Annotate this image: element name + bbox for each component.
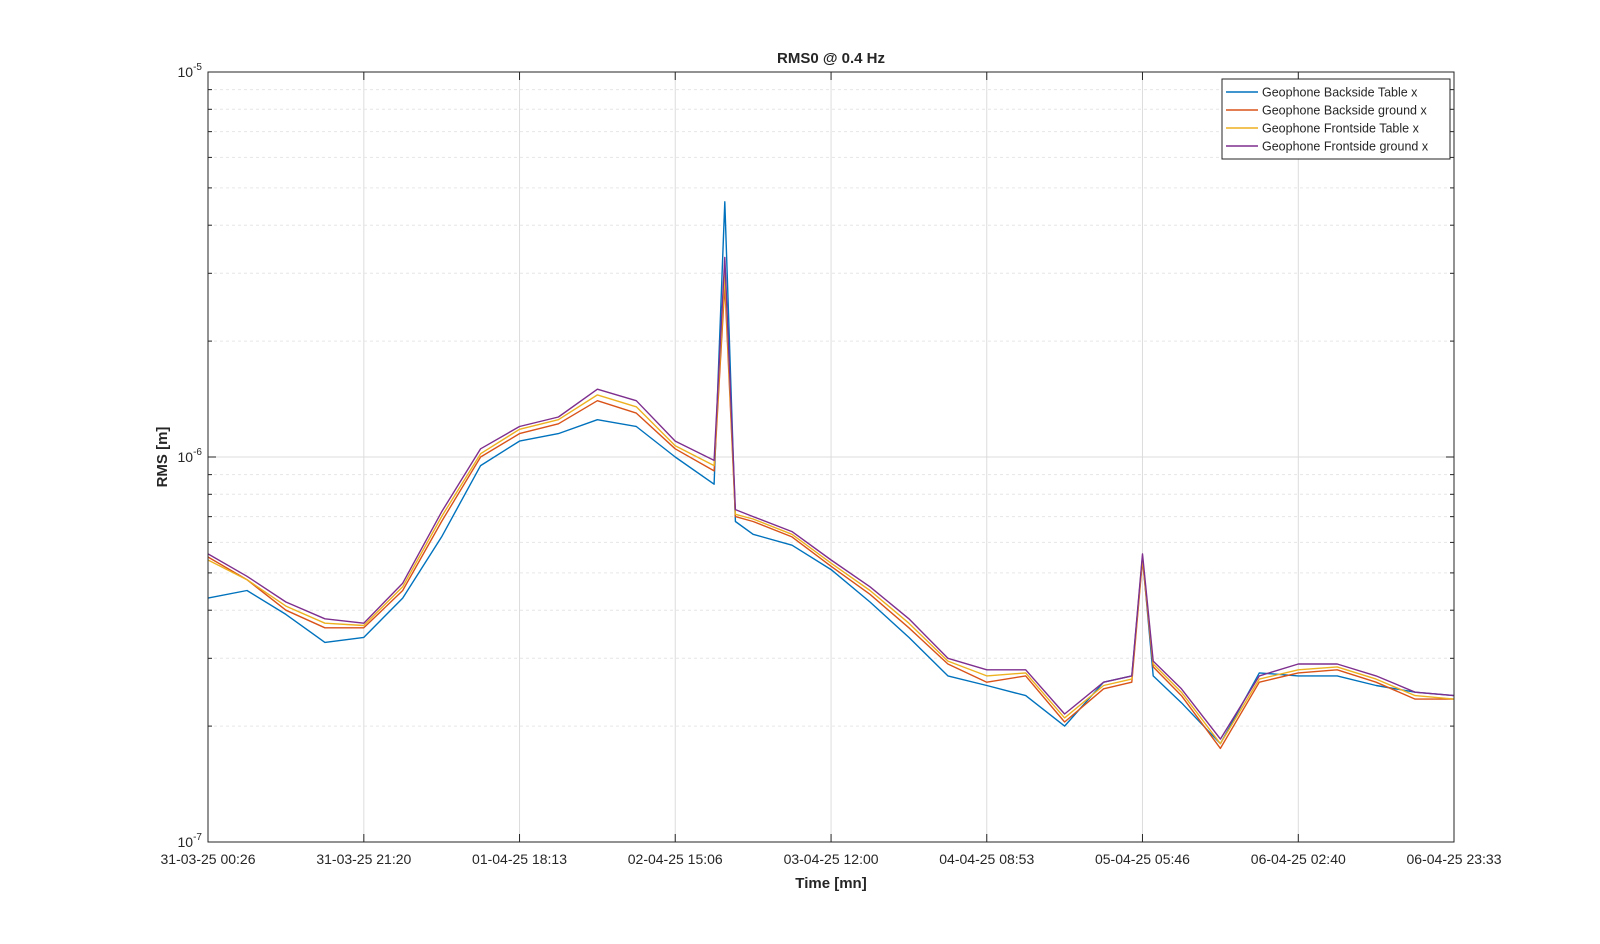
legend: Geophone Backside Table x Geophone Backsi… xyxy=(1221,78,1451,160)
x-tick-label: 04-04-25 08:53 xyxy=(939,851,1034,867)
chart-title: RMS0 @ 0.4 Hz xyxy=(777,50,885,67)
y-tick-labels: 10-710-610-5 xyxy=(178,62,203,850)
series-line xyxy=(207,256,1455,740)
x-tick-label: 06-04-25 23:33 xyxy=(1407,851,1502,867)
x-tick-label: 31-03-25 21:20 xyxy=(316,851,411,867)
x-axis-label: Time [mn] xyxy=(795,875,866,892)
x-tick-label: 02-04-25 15:06 xyxy=(628,851,723,867)
x-tick-label: 05-04-25 05:46 xyxy=(1095,851,1190,867)
series-line xyxy=(207,284,1454,750)
x-tick-label: 01-04-25 18:13 xyxy=(472,851,567,867)
x-tick-labels: 31-03-25 00:26 31-03-25 21:20 01-04-25 18:… xyxy=(161,851,1502,867)
series-line xyxy=(207,272,1455,745)
x-tick-label: 06-04-25 02:40 xyxy=(1251,851,1346,867)
x-tick-label: 31-03-25 00:26 xyxy=(161,851,256,867)
axes-frame xyxy=(207,71,1455,843)
legend-box xyxy=(1221,78,1451,160)
y-tick-base: 10 xyxy=(178,64,194,80)
y-tick-label: 10-5 xyxy=(178,62,203,80)
x-tick-label: 03-04-25 12:00 xyxy=(784,851,879,867)
y-tick-exponent: -5 xyxy=(193,62,202,73)
legend-label: Geophone Backside ground x xyxy=(1262,104,1427,118)
y-tick-base: 10 xyxy=(178,449,194,465)
legend-label: Geophone Backside Table x xyxy=(1262,86,1418,100)
y-tick-base: 10 xyxy=(178,834,194,850)
y-axis-label: RMS [m] xyxy=(154,427,171,488)
legend-label: Geophone Frontside Table x xyxy=(1262,122,1420,136)
series-layer xyxy=(207,201,1455,750)
y-tick-exponent: -7 xyxy=(193,832,202,843)
y-tick-exponent: -6 xyxy=(193,447,202,458)
y-tick-label: 10-7 xyxy=(178,832,203,850)
legend-label: Geophone Frontside ground x xyxy=(1262,140,1429,154)
y-tick-label: 10-6 xyxy=(178,447,203,465)
